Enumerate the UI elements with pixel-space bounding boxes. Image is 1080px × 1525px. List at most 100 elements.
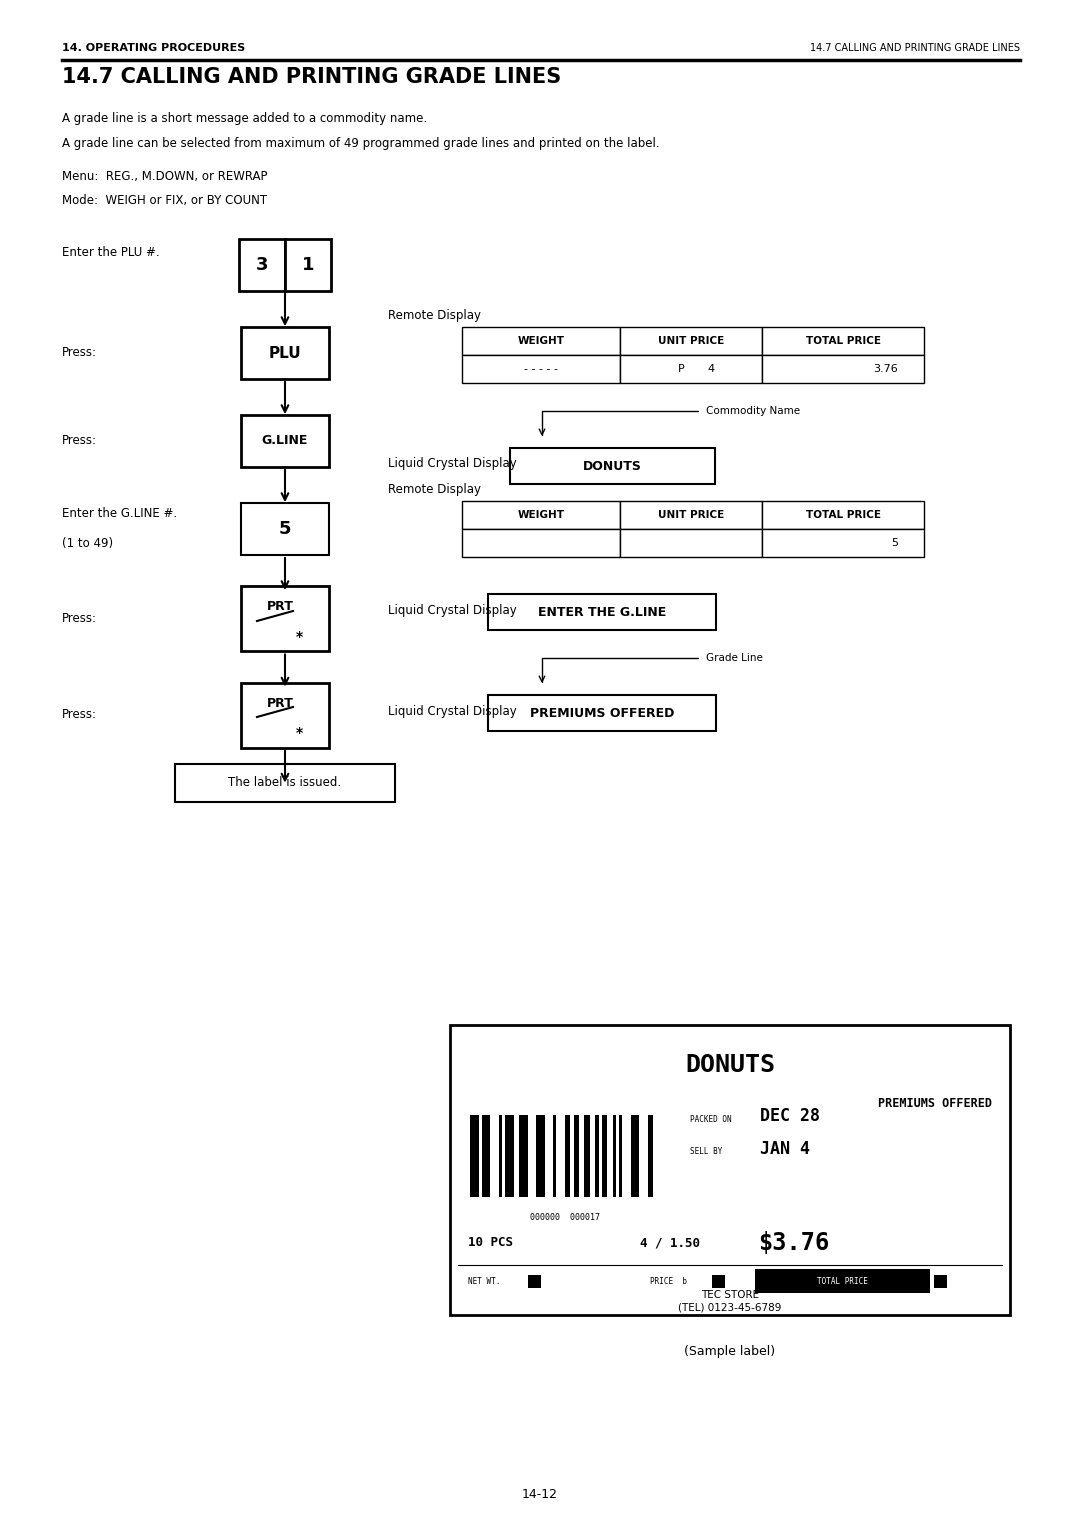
Text: UNIT PRICE: UNIT PRICE [658,336,724,346]
Text: SELL BY: SELL BY [690,1147,723,1156]
Text: 4: 4 [707,364,715,374]
Bar [241,503,329,555]
Text: *: * [296,726,302,740]
Bar [584,1115,590,1197]
Text: 5: 5 [891,538,897,547]
Bar [241,326,329,380]
Text: WEIGHT: WEIGHT [517,509,565,520]
Bar [653,1115,660,1197]
Text: PREMIUMS OFFERED: PREMIUMS OFFERED [530,706,674,720]
Text: A grade line can be selected from maximum of 49 programmed grade lines and print: A grade line can be selected from maximu… [62,137,660,149]
Text: PACKED ON: PACKED ON [690,1115,731,1124]
Text: JAN 4: JAN 4 [760,1141,810,1157]
Text: (Sample label): (Sample label) [685,1345,775,1357]
Bar [598,1115,602,1197]
Bar [762,355,924,383]
Bar [482,1115,490,1197]
Text: ENTER THE G.LINE: ENTER THE G.LINE [538,605,666,619]
Text: Liquid Crystal Display: Liquid Crystal Display [388,604,516,616]
Bar [502,1115,505,1197]
Text: G.LINE: G.LINE [261,435,308,447]
Text: TOTAL PRICE: TOTAL PRICE [806,336,880,346]
Text: 1: 1 [301,256,314,274]
Bar [544,1115,553,1197]
Text: UNIT PRICE: UNIT PRICE [658,509,724,520]
Text: TEC STORE: TEC STORE [701,1290,759,1299]
Text: WEIGHT: WEIGHT [517,336,565,346]
Bar [514,1115,519,1197]
Text: 10 PCS: 10 PCS [468,1237,513,1249]
Text: 4 / 1.50: 4 / 1.50 [640,1237,700,1249]
Bar [612,1115,616,1197]
Text: DONUTS: DONUTS [685,1052,775,1077]
Text: 3: 3 [256,256,268,274]
Bar [478,1115,482,1197]
Text: 14. OPERATING PROCEDURES: 14. OPERATING PROCEDURES [62,43,245,53]
Text: Enter the PLU #.: Enter the PLU #. [62,247,160,259]
Bar [528,1115,536,1197]
Bar [934,1275,947,1289]
Bar [762,529,924,557]
Bar [241,683,329,747]
Bar [648,1115,653,1197]
Bar [595,1115,598,1197]
Text: $3.76: $3.76 [758,1231,829,1255]
Text: Press:: Press: [62,613,97,625]
Text: PRT: PRT [267,601,294,613]
Text: Menu:  REG., M.DOWN, or REWRAP: Menu: REG., M.DOWN, or REWRAP [62,169,268,183]
Bar [590,1115,595,1197]
Text: Remote Display: Remote Display [388,483,481,496]
Bar [631,1115,639,1197]
Text: 000000  000017: 000000 000017 [530,1212,600,1222]
Bar [565,1115,570,1197]
Text: Commodity Name: Commodity Name [706,406,800,416]
Text: Press:: Press: [62,709,97,721]
Bar [607,1115,612,1197]
Text: Liquid Crystal Display: Liquid Crystal Display [388,458,516,471]
Text: (1 to 49): (1 to 49) [62,537,113,551]
Text: (TEL) 0123-45-6789: (TEL) 0123-45-6789 [678,1302,782,1312]
Bar [519,1115,528,1197]
Text: Grade Line: Grade Line [706,653,762,663]
Text: Press:: Press: [62,346,97,360]
Bar [573,1115,579,1197]
Text: Enter the G.LINE #.: Enter the G.LINE #. [62,508,177,520]
Bar [712,1275,725,1289]
Text: TOTAL PRICE: TOTAL PRICE [818,1276,868,1286]
Text: DEC 28: DEC 28 [760,1107,820,1125]
Text: TOTAL PRICE: TOTAL PRICE [806,509,880,520]
Text: PRT: PRT [267,697,294,709]
Bar [622,1115,631,1197]
Text: P: P [677,364,685,374]
Bar [505,1115,514,1197]
Bar [755,1269,930,1293]
Bar [239,239,285,291]
Bar [450,1025,1010,1315]
Bar [462,326,620,355]
Bar [499,1115,502,1197]
Bar [579,1115,584,1197]
Text: Remote Display: Remote Display [388,310,481,322]
Text: PRICE  b: PRICE b [650,1276,687,1286]
Text: Press:: Press: [62,435,97,447]
Text: PREMIUMS OFFERED: PREMIUMS OFFERED [878,1096,993,1110]
Bar [488,695,716,730]
Text: 14-12: 14-12 [522,1488,558,1502]
Text: NET WT.: NET WT. [468,1276,500,1286]
Bar [620,326,762,355]
Bar [510,448,715,483]
Bar [462,529,620,557]
Bar [619,1115,622,1197]
Bar [620,355,762,383]
Bar [528,1275,541,1289]
Text: The label is issued.: The label is issued. [229,776,341,790]
Text: 5: 5 [279,520,292,538]
Bar [490,1115,499,1197]
Bar [602,1115,607,1197]
Bar [175,764,395,802]
Bar [616,1115,619,1197]
Bar [762,326,924,355]
Bar [462,355,620,383]
Bar [470,1115,478,1197]
Text: 14.7 CALLING AND PRINTING GRADE LINES: 14.7 CALLING AND PRINTING GRADE LINES [810,43,1020,53]
